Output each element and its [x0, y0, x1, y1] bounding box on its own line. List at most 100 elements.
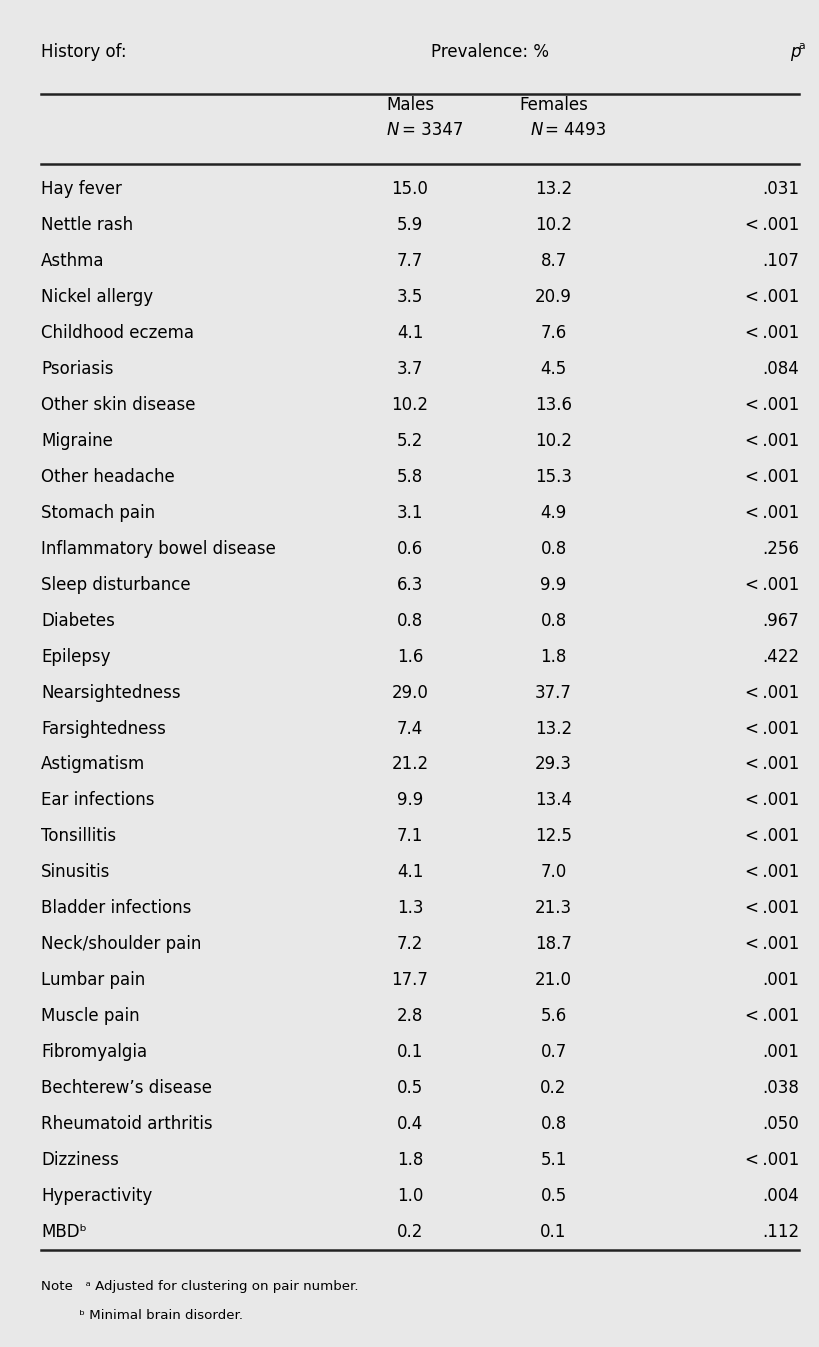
Text: Farsightedness: Farsightedness — [41, 719, 165, 738]
Text: < .001: < .001 — [744, 683, 799, 702]
Text: Prevalence: %: Prevalence: % — [431, 43, 548, 61]
Text: 5.2: 5.2 — [396, 432, 423, 450]
Text: Diabetes: Diabetes — [41, 612, 115, 629]
Text: Asthma: Asthma — [41, 252, 104, 269]
Text: 21.3: 21.3 — [534, 900, 572, 917]
Text: < .001: < .001 — [744, 719, 799, 738]
Text: 13.2: 13.2 — [534, 719, 572, 738]
Text: .967: .967 — [762, 612, 799, 629]
Text: = 4493: = 4493 — [545, 121, 606, 139]
Text: 9.9: 9.9 — [540, 575, 566, 594]
Text: 5.9: 5.9 — [396, 216, 423, 234]
Text: 0.5: 0.5 — [396, 1079, 423, 1098]
Text: < .001: < .001 — [744, 288, 799, 306]
Text: Lumbar pain: Lumbar pain — [41, 971, 145, 989]
Text: 21.2: 21.2 — [391, 756, 428, 773]
Text: 18.7: 18.7 — [535, 935, 571, 954]
Text: Rheumatoid arthritis: Rheumatoid arthritis — [41, 1115, 212, 1133]
Text: .004: .004 — [762, 1187, 799, 1206]
Text: .001: .001 — [762, 971, 799, 989]
Text: 29.0: 29.0 — [391, 683, 428, 702]
Text: 7.6: 7.6 — [540, 323, 566, 342]
Text: Migraine: Migraine — [41, 432, 113, 450]
Text: 5.6: 5.6 — [540, 1008, 566, 1025]
Text: 6.3: 6.3 — [396, 575, 423, 594]
Text: 13.6: 13.6 — [534, 396, 572, 414]
Text: Bladder infections: Bladder infections — [41, 900, 191, 917]
Text: Inflammatory bowel disease: Inflammatory bowel disease — [41, 540, 275, 558]
Text: 13.4: 13.4 — [534, 792, 572, 810]
Text: 20.9: 20.9 — [535, 288, 571, 306]
Text: .256: .256 — [762, 540, 799, 558]
Text: < .001: < .001 — [744, 1152, 799, 1169]
Text: Neck/shoulder pain: Neck/shoulder pain — [41, 935, 201, 954]
Text: 5.1: 5.1 — [540, 1152, 566, 1169]
Text: 0.7: 0.7 — [540, 1043, 566, 1061]
Text: Muscle pain: Muscle pain — [41, 1008, 139, 1025]
Text: 10.2: 10.2 — [534, 432, 572, 450]
Text: < .001: < .001 — [744, 504, 799, 521]
Text: .422: .422 — [762, 648, 799, 665]
Text: < .001: < .001 — [744, 900, 799, 917]
Text: 0.8: 0.8 — [540, 1115, 566, 1133]
Text: 8.7: 8.7 — [540, 252, 566, 269]
Text: < .001: < .001 — [744, 935, 799, 954]
Text: 10.2: 10.2 — [534, 216, 572, 234]
Text: .107: .107 — [762, 252, 799, 269]
Text: .031: .031 — [762, 180, 799, 198]
Text: Ear infections: Ear infections — [41, 792, 154, 810]
Text: 4.1: 4.1 — [396, 323, 423, 342]
Text: Psoriasis: Psoriasis — [41, 360, 113, 379]
Text: Hay fever: Hay fever — [41, 180, 122, 198]
Text: .050: .050 — [762, 1115, 799, 1133]
Text: 0.8: 0.8 — [540, 540, 566, 558]
Text: N: N — [530, 121, 542, 139]
Text: Other headache: Other headache — [41, 467, 174, 486]
Text: 7.2: 7.2 — [396, 935, 423, 954]
Text: Tonsillitis: Tonsillitis — [41, 827, 116, 846]
Text: 0.2: 0.2 — [396, 1223, 423, 1241]
Text: 1.8: 1.8 — [540, 648, 566, 665]
Text: < .001: < .001 — [744, 216, 799, 234]
Text: Sinusitis: Sinusitis — [41, 863, 111, 881]
Text: < .001: < .001 — [744, 863, 799, 881]
Text: N: N — [387, 121, 399, 139]
Text: .084: .084 — [762, 360, 799, 379]
Text: Childhood eczema: Childhood eczema — [41, 323, 194, 342]
Text: 1.3: 1.3 — [396, 900, 423, 917]
Text: < .001: < .001 — [744, 792, 799, 810]
Text: 7.7: 7.7 — [396, 252, 423, 269]
Text: 12.5: 12.5 — [534, 827, 572, 846]
Text: a: a — [798, 42, 804, 51]
Text: < .001: < .001 — [744, 323, 799, 342]
Text: = 3347: = 3347 — [401, 121, 463, 139]
Text: Nearsightedness: Nearsightedness — [41, 683, 180, 702]
Text: < .001: < .001 — [744, 575, 799, 594]
Text: 7.0: 7.0 — [540, 863, 566, 881]
Text: 1.0: 1.0 — [396, 1187, 423, 1206]
Text: 3.1: 3.1 — [396, 504, 423, 521]
Text: 0.8: 0.8 — [396, 612, 423, 629]
Text: Males: Males — [386, 97, 433, 114]
Text: 3.5: 3.5 — [396, 288, 423, 306]
Text: < .001: < .001 — [744, 396, 799, 414]
Text: .001: .001 — [762, 1043, 799, 1061]
Text: Astigmatism: Astigmatism — [41, 756, 145, 773]
Text: Bechterew’s disease: Bechterew’s disease — [41, 1079, 212, 1098]
Text: .038: .038 — [762, 1079, 799, 1098]
Text: 0.6: 0.6 — [396, 540, 423, 558]
Text: 2.8: 2.8 — [396, 1008, 423, 1025]
Text: Other skin disease: Other skin disease — [41, 396, 195, 414]
Text: 10.2: 10.2 — [391, 396, 428, 414]
Text: 17.7: 17.7 — [391, 971, 428, 989]
Text: Fibromyalgia: Fibromyalgia — [41, 1043, 147, 1061]
Text: 7.4: 7.4 — [396, 719, 423, 738]
Text: Note   ᵃ Adjusted for clustering on pair number.: Note ᵃ Adjusted for clustering on pair n… — [41, 1280, 358, 1293]
Text: 4.1: 4.1 — [396, 863, 423, 881]
Text: Females: Females — [518, 97, 587, 114]
Text: p: p — [789, 43, 799, 61]
Text: 0.8: 0.8 — [540, 612, 566, 629]
Text: History of:: History of: — [41, 43, 126, 61]
Text: 7.1: 7.1 — [396, 827, 423, 846]
Text: 4.9: 4.9 — [540, 504, 566, 521]
